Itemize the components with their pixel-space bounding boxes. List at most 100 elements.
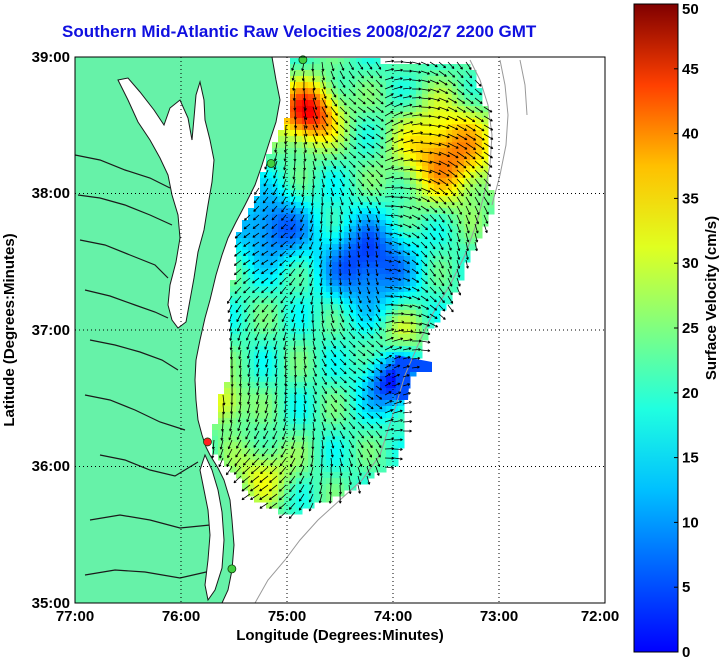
velocity-cell (260, 292, 267, 299)
velocity-arrow (255, 340, 260, 350)
velocity-arrow (438, 79, 448, 86)
velocity-arrow (447, 214, 453, 224)
velocity-arrow (253, 196, 260, 204)
velocity-cell (284, 304, 291, 311)
velocity-arrow (366, 286, 371, 295)
velocity-arrow (348, 187, 354, 197)
velocity-cell (290, 154, 297, 161)
velocity-arrow (438, 169, 450, 177)
velocity-arrow (263, 331, 269, 341)
velocity-cell (332, 484, 339, 491)
velocity-cell (314, 472, 321, 479)
velocity-arrow (262, 214, 269, 221)
velocity-arrow (465, 97, 474, 105)
velocity-cell (254, 202, 261, 209)
velocity-cell (362, 166, 369, 173)
velocity-cell (326, 268, 333, 275)
velocity-cell (380, 370, 387, 377)
velocity-cell (476, 172, 483, 179)
velocity-cell (434, 202, 441, 209)
velocity-arrow (261, 268, 269, 275)
velocity-arrow (456, 205, 462, 215)
velocity-cell (260, 304, 267, 311)
velocity-cell (272, 358, 279, 365)
velocity-cell (386, 442, 393, 449)
velocity-arrow (465, 88, 474, 96)
velocity-cell (398, 124, 405, 131)
velocity-cell (332, 88, 339, 95)
velocity-arrow (465, 115, 476, 123)
velocity-cell (398, 352, 405, 359)
velocity-arrow (483, 106, 493, 113)
velocity-cell (452, 250, 459, 257)
velocity-cell (428, 106, 435, 113)
velocity-cell (296, 232, 303, 239)
velocity-arrow (269, 475, 278, 483)
velocity-cell (260, 478, 267, 485)
velocity-cell (344, 154, 351, 161)
velocity-arrow (357, 313, 363, 322)
velocity-cell (266, 484, 273, 491)
velocity-cell (458, 268, 465, 275)
velocity-cell (470, 178, 477, 185)
velocity-cell (278, 148, 285, 155)
velocity-arrow (270, 457, 278, 466)
velocity-cell (278, 232, 285, 239)
velocity-cell (374, 94, 381, 101)
velocity-cell (356, 412, 363, 419)
velocity-cell (332, 142, 339, 149)
velocity-cell (236, 244, 243, 251)
velocity-arrow (321, 421, 326, 431)
velocity-cell (404, 172, 411, 179)
velocity-cell (422, 130, 429, 137)
velocity-arrow (234, 250, 242, 257)
velocity-cell (338, 388, 345, 395)
velocity-cell (350, 346, 357, 353)
velocity-cell (236, 406, 243, 413)
velocity-arrow (271, 313, 278, 323)
velocity-cell (422, 328, 429, 335)
velocity-cell (344, 382, 351, 389)
velocity-cell (344, 418, 351, 425)
velocity-cell (332, 100, 339, 107)
velocity-cell (470, 148, 477, 155)
velocity-arrow (366, 241, 370, 249)
velocity-cell (338, 58, 345, 65)
velocity-cell (302, 268, 309, 275)
velocity-cell (434, 238, 441, 245)
velocity-cell (476, 220, 483, 227)
velocity-cell (338, 166, 345, 173)
velocity-cell (320, 238, 327, 245)
velocity-cell (404, 256, 411, 263)
velocity-cell (320, 154, 327, 161)
mid-station-marker (266, 159, 276, 168)
velocity-cell (296, 208, 303, 215)
velocity-cell (242, 334, 249, 341)
velocity-cell (320, 472, 327, 479)
velocity-cell (278, 466, 285, 473)
velocity-cell (326, 214, 333, 221)
velocity-arrow (270, 250, 278, 256)
velocity-cell (308, 184, 315, 191)
velocity-cell (476, 160, 483, 167)
velocity-cell (320, 244, 327, 251)
velocity-cell (290, 472, 297, 479)
velocity-cell (386, 172, 393, 179)
velocity-cell (242, 442, 249, 449)
velocity-cell (482, 124, 489, 131)
velocity-cell (314, 484, 321, 491)
velocity-cell (296, 334, 303, 341)
velocity-cell (356, 136, 363, 143)
velocity-cell (314, 382, 321, 389)
velocity-cell (350, 412, 357, 419)
velocity-arrow (348, 421, 356, 430)
velocity-cell (296, 352, 303, 359)
velocity-cell (392, 202, 399, 209)
velocity-arrow (235, 304, 242, 313)
velocity-cell (278, 184, 285, 191)
velocity-cell (302, 226, 309, 233)
velocity-arrow (339, 403, 347, 412)
velocity-cell (326, 316, 333, 323)
velocity-arrow (309, 286, 314, 296)
velocity-cell (308, 370, 315, 377)
